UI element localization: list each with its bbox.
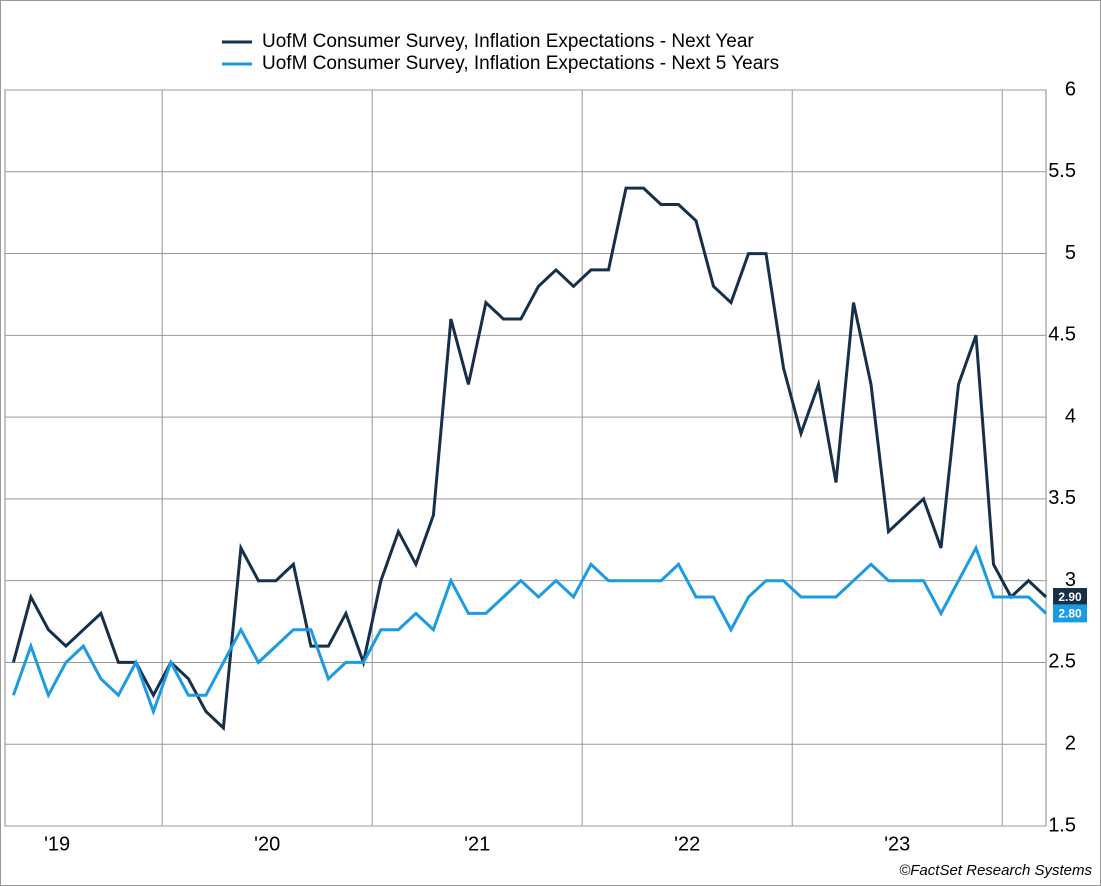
series-line (11, 186, 1048, 732)
y-tick-label: 1.5 (1048, 814, 1076, 836)
y-tick-label: 3 (1065, 569, 1076, 591)
x-tick-label: '20 (254, 833, 280, 855)
y-tick-label: 4 (1065, 405, 1076, 427)
series-line (11, 544, 1048, 716)
y-tick-label: 3.5 (1048, 487, 1076, 509)
x-tick-label: '19 (44, 833, 70, 855)
x-tick-label: '22 (674, 833, 700, 855)
legend-label: UofM Consumer Survey, Inflation Expectat… (262, 53, 779, 74)
y-tick-label: 4.5 (1048, 324, 1076, 346)
value-label-box (1053, 588, 1087, 607)
x-tick-label: '21 (464, 833, 490, 855)
y-tick-label: 2.5 (1048, 651, 1076, 673)
x-tick-label: '23 (884, 833, 910, 855)
legend-label: UofM Consumer Survey, Inflation Expectat… (262, 31, 754, 52)
y-tick-label: 2 (1065, 733, 1076, 755)
value-label: 2.80 (1058, 607, 1082, 621)
source: ©FactSet Research Systems (899, 862, 1092, 879)
value-label: 2.90 (1058, 590, 1082, 604)
y-tick-label: 6 (1065, 78, 1076, 100)
y-tick-label: 5.5 (1048, 160, 1076, 182)
value-label-box (1053, 604, 1087, 623)
y-tick-label: 5 (1065, 242, 1076, 264)
